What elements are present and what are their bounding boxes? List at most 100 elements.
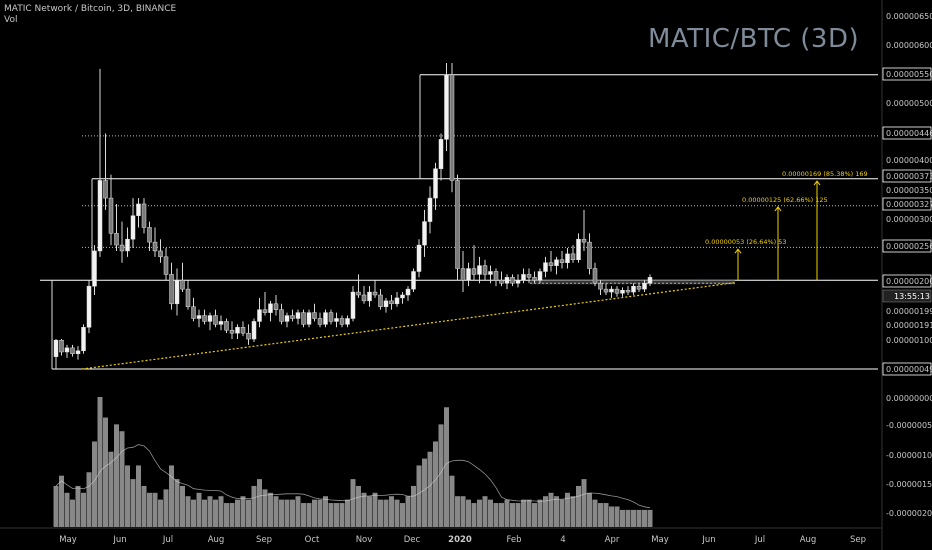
candle-body (323, 312, 328, 325)
price-tick-label: 0.00000373 (886, 172, 932, 181)
volume-bar (521, 499, 526, 527)
time-tick-label: Sep (256, 535, 272, 545)
price-axis[interactable]: 0.00000650 0.00000600 0.00000550 0.00000500… (881, 0, 932, 550)
candle-body (290, 315, 295, 319)
price-label-box (882, 67, 932, 81)
volume-bar (603, 503, 609, 527)
candle-body (119, 244, 125, 252)
volume-tick-label: -0.00000100 (886, 451, 932, 460)
candle-body (449, 74, 455, 181)
candle-body (257, 309, 262, 322)
candle-body (251, 321, 257, 340)
volume-label: Vol (4, 15, 18, 25)
candle-body (515, 280, 521, 284)
volume-bar (466, 499, 471, 527)
price-tick-label: 0.00000350 (886, 186, 932, 195)
candle-body (345, 318, 350, 325)
time-tick-label: Jul (754, 535, 765, 545)
volume-bar (224, 503, 229, 527)
volume-bar (284, 499, 290, 527)
candle-body (581, 238, 587, 243)
volume-bar (251, 485, 257, 527)
volume-bar (213, 499, 218, 527)
candle-body (136, 203, 141, 216)
price-tick-label: 0.00000650 (886, 12, 932, 21)
volume-tick-label: -0.00000050 (886, 421, 932, 430)
candle-body (169, 274, 174, 305)
volume-bar (317, 499, 323, 527)
volume-bar (532, 503, 537, 527)
price-tick-label: 0.00000600 (886, 41, 932, 50)
candle-body (422, 221, 427, 246)
volume-bar (416, 465, 422, 527)
candle-body (576, 238, 581, 261)
candle-body (92, 250, 97, 287)
candle-body (416, 244, 422, 272)
candle-body (191, 306, 196, 319)
candle-body (482, 265, 488, 275)
candle-body (295, 312, 301, 319)
candle-body (262, 309, 268, 313)
candle-body (603, 288, 609, 293)
candle-body (543, 262, 548, 272)
candle-body (64, 347, 70, 353)
candle-body (631, 285, 636, 293)
volume-bar (152, 492, 158, 527)
time-tick-label: Jun (112, 535, 126, 545)
volume-bar (394, 499, 400, 527)
volume-bar (103, 417, 108, 527)
volume-bar (427, 451, 433, 527)
volume-bar (339, 503, 345, 527)
candle-body (361, 294, 367, 302)
price-tick-label: 0.00000000 (886, 394, 932, 403)
price-tick-label: 0.00000200 (886, 277, 932, 286)
candle-body (158, 250, 163, 258)
volume-bar (125, 465, 130, 527)
candle-body (86, 285, 92, 328)
countdown-box (882, 289, 932, 303)
candle-body (488, 271, 493, 275)
candle-body (306, 312, 312, 325)
volume-bar (323, 496, 328, 527)
candle-body (108, 197, 114, 234)
candle-body (312, 312, 317, 319)
volume-bar (647, 509, 653, 527)
price-tick-label: 0.00000500 (886, 99, 932, 108)
volume-bar (174, 479, 180, 527)
price-tick-label: 0.00000199 (886, 307, 932, 316)
candle-body (510, 277, 515, 284)
candle-body (229, 329, 235, 334)
volume-bar (433, 441, 438, 527)
volume-bar (642, 509, 647, 527)
candle-body (240, 327, 246, 334)
volume-bar (482, 496, 488, 527)
volume-bar (510, 503, 515, 527)
volume-bar (614, 506, 620, 527)
price-tick-label: 0.00000191 (886, 321, 932, 330)
price-tick-label: 0.00000446 (886, 129, 932, 138)
price-tick-label: 0.00000400 (886, 156, 932, 165)
target-arrowhead (813, 180, 821, 186)
horizontal-levels (40, 74, 878, 370)
time-axis[interactable]: May Jun Jul Aug Sep Oct Nov Dec 2020 Feb 4 Apr May Ju… (0, 527, 882, 545)
candle-body (389, 300, 394, 305)
candle-body (400, 294, 405, 299)
candle-body (532, 277, 537, 281)
volume-bar (526, 499, 532, 527)
candle-body (224, 321, 229, 331)
volume-bar (141, 485, 147, 527)
time-tick-label: Dec (404, 535, 421, 545)
candle-body (548, 262, 554, 266)
candle-body (405, 288, 411, 296)
candle-body (218, 321, 224, 325)
volume-bar (537, 499, 543, 527)
volume-bar (202, 499, 207, 527)
volume-bar (548, 492, 554, 527)
price-label-box (882, 197, 932, 211)
candle-body (471, 268, 477, 275)
volume-bar (367, 496, 372, 527)
candle-body (180, 280, 185, 290)
volume-bar (438, 424, 444, 527)
candle-body (196, 315, 202, 319)
